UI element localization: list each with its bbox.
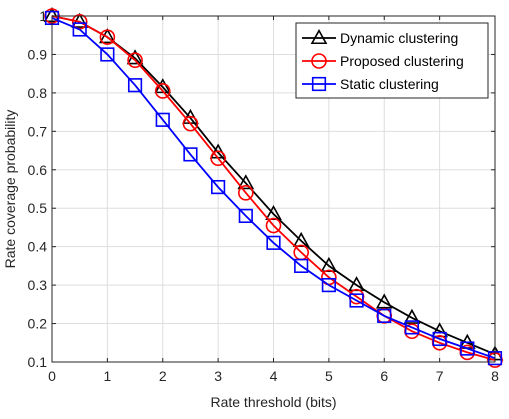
x-axis-label: Rate threshold (bits) — [210, 394, 336, 410]
data-point — [211, 179, 226, 195]
y-tick-label: 0.5 — [28, 200, 48, 216]
data-point — [238, 208, 253, 224]
data-point — [432, 331, 447, 347]
series-layer — [43, 7, 504, 368]
x-tick-label: 3 — [214, 368, 222, 384]
x-tick-label: 1 — [103, 368, 111, 384]
legend-marker — [311, 53, 327, 69]
x-tick-label: 2 — [159, 368, 167, 384]
y-tick-label: 0.4 — [28, 239, 48, 255]
x-tick-label: 0 — [48, 368, 56, 384]
data-point — [265, 217, 282, 234]
data-point — [238, 185, 254, 201]
y-tick-label: 0.1 — [28, 354, 48, 370]
data-point — [294, 258, 309, 273]
data-point — [321, 278, 336, 293]
data-point — [182, 115, 199, 132]
data-point — [460, 341, 475, 356]
y-tick-label: 0.8 — [28, 85, 48, 101]
data-point — [100, 47, 115, 62]
x-tick-label: 6 — [380, 368, 388, 384]
series-line — [51, 17, 496, 360]
x-tick-label: 4 — [270, 368, 278, 384]
y-tick-label: 0.9 — [28, 46, 48, 62]
y-tick-label: 1 — [39, 8, 47, 24]
data-point — [404, 320, 420, 335]
data-point — [183, 147, 198, 162]
tick-layer: 0 1 2 3 4 5 6 7 8 0.1 0.2 0.3 0.4 0.5 0.6 0.7 0.8 0.9 1 — [28, 8, 500, 384]
y-tick-label: 0.7 — [28, 123, 48, 139]
legend-entry: Dynamic clustering — [302, 29, 458, 46]
legend-marker — [311, 76, 327, 92]
data-point — [210, 150, 226, 167]
data-point — [349, 293, 364, 308]
data-point — [377, 308, 392, 323]
series-line — [51, 15, 496, 356]
data-point — [127, 52, 143, 69]
legend-label: Static clustering — [340, 76, 439, 92]
data-point — [237, 174, 255, 190]
y-tick-label: 0.6 — [28, 162, 48, 178]
legend: Dynamic clustering Proposed clustering Sta… — [295, 22, 489, 99]
legend-entry: Static clustering — [302, 76, 439, 92]
y-axis-label: Rate coverage probability — [2, 110, 18, 269]
data-point — [72, 22, 87, 37]
data-point — [375, 293, 393, 309]
data-point — [127, 78, 143, 93]
x-tick-label: 7 — [436, 368, 444, 384]
data-point — [155, 112, 170, 127]
y-tick-label: 0.3 — [28, 277, 48, 293]
data-point — [403, 308, 421, 324]
legend-label: Proposed clustering — [340, 53, 464, 69]
x-tick-label: 8 — [491, 368, 499, 384]
data-point — [99, 29, 116, 45]
x-tick-label: 5 — [325, 368, 333, 384]
legend-entry: Proposed clustering — [302, 53, 464, 69]
legend-label: Dynamic clustering — [340, 30, 458, 46]
series-square — [44, 10, 503, 366]
y-tick-label: 0.2 — [28, 316, 48, 332]
legend-marker — [310, 29, 328, 45]
data-point — [154, 83, 171, 99]
data-point — [266, 235, 281, 250]
series-line — [51, 15, 496, 361]
